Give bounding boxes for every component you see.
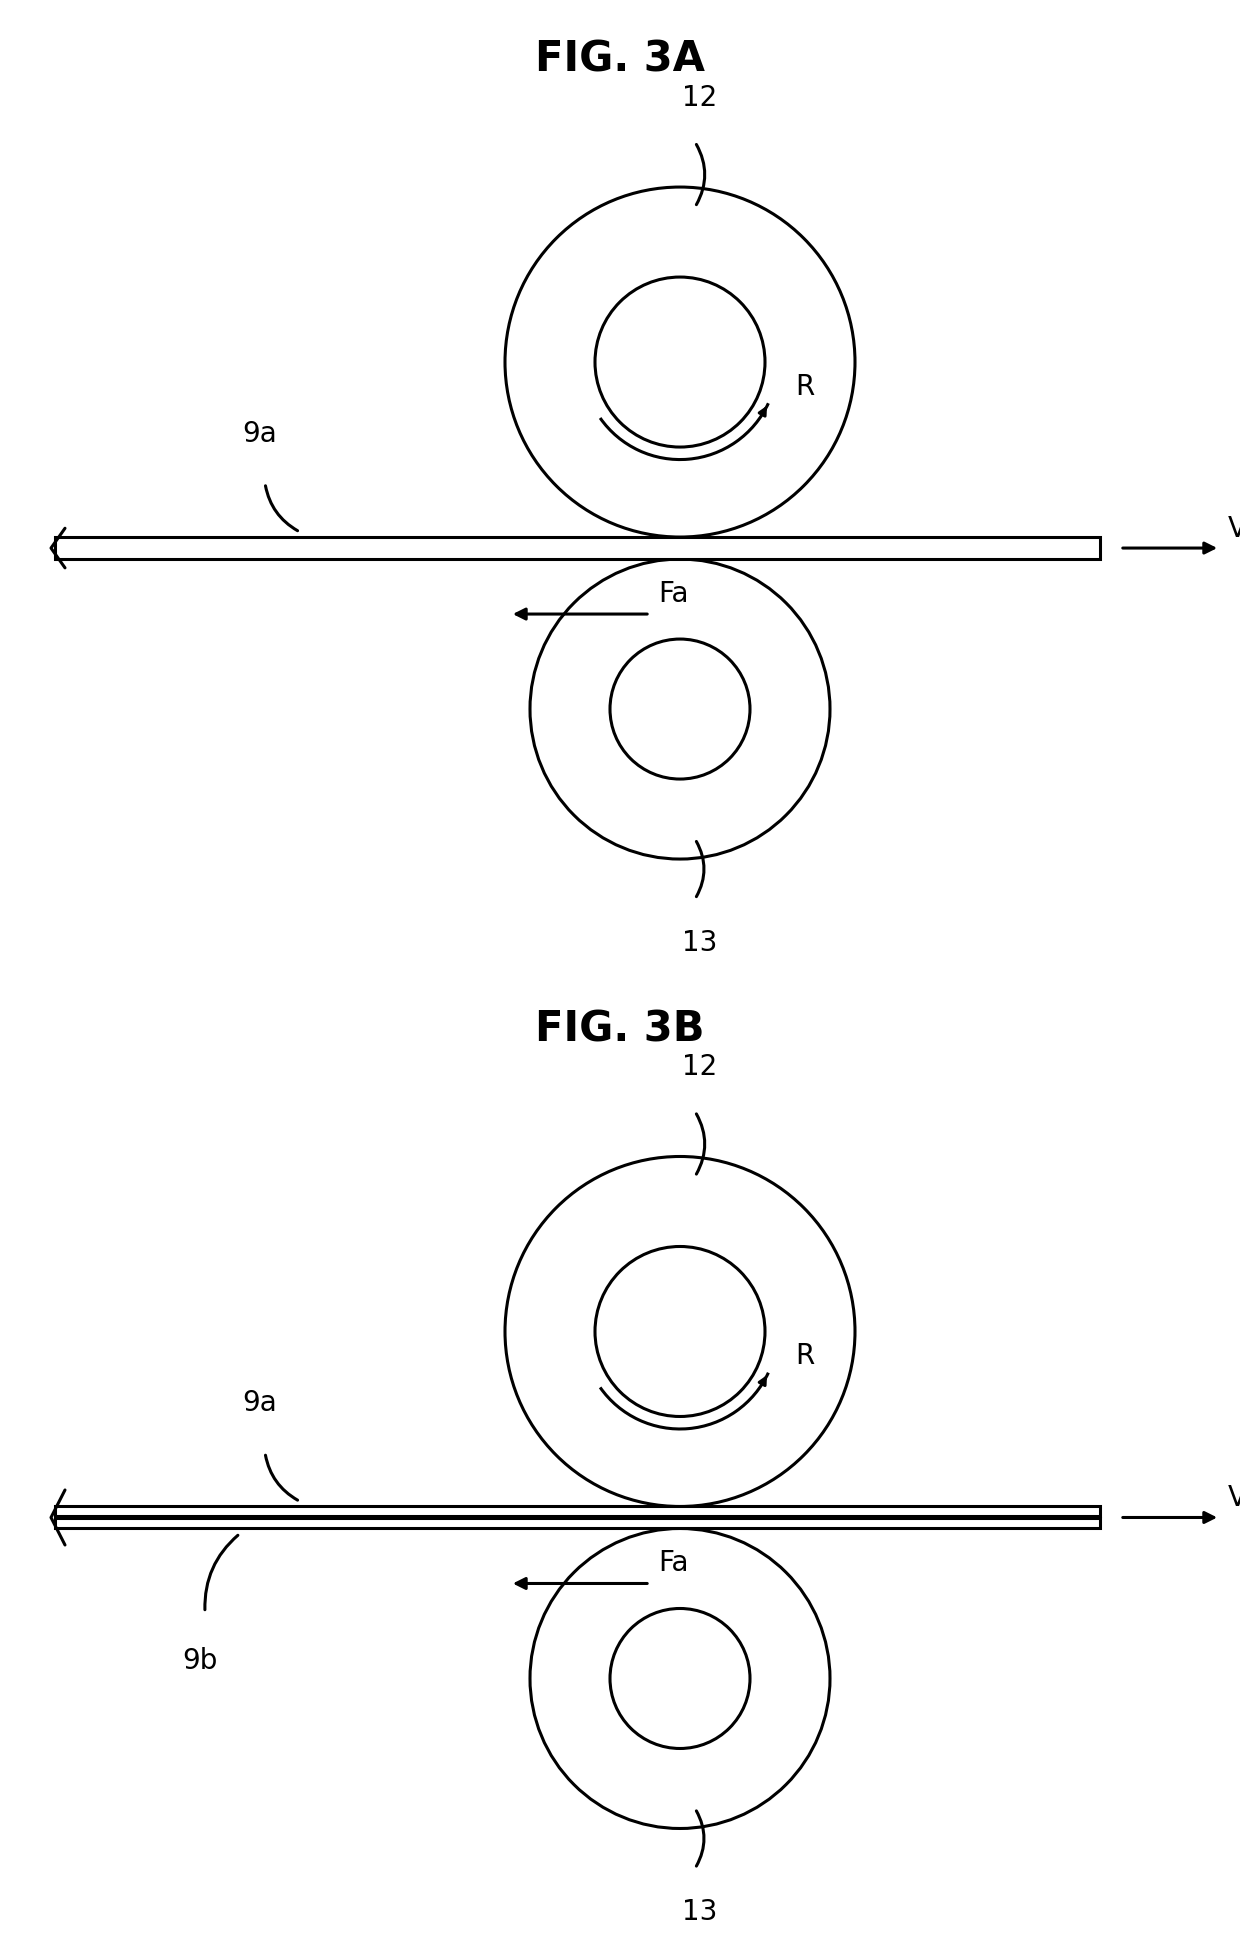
Text: V1: V1: [1228, 516, 1240, 543]
Text: Fa: Fa: [658, 580, 688, 609]
Text: V2: V2: [1228, 1485, 1240, 1512]
Text: 12: 12: [682, 1053, 718, 1082]
Text: R: R: [796, 1342, 815, 1371]
Text: Fa: Fa: [658, 1549, 688, 1578]
Text: 9a: 9a: [243, 421, 278, 448]
Text: R: R: [796, 372, 815, 401]
Bar: [55, 537, 1100, 558]
Text: 13: 13: [682, 1898, 718, 1927]
Text: 9a: 9a: [243, 1390, 278, 1417]
Text: 13: 13: [682, 929, 718, 958]
Text: 9b: 9b: [182, 1648, 218, 1675]
Bar: [55, 1507, 1100, 1516]
Text: FIG. 3A: FIG. 3A: [534, 39, 706, 81]
Bar: [55, 1518, 1100, 1528]
Text: FIG. 3B: FIG. 3B: [536, 1008, 704, 1051]
Text: 12: 12: [682, 83, 718, 112]
